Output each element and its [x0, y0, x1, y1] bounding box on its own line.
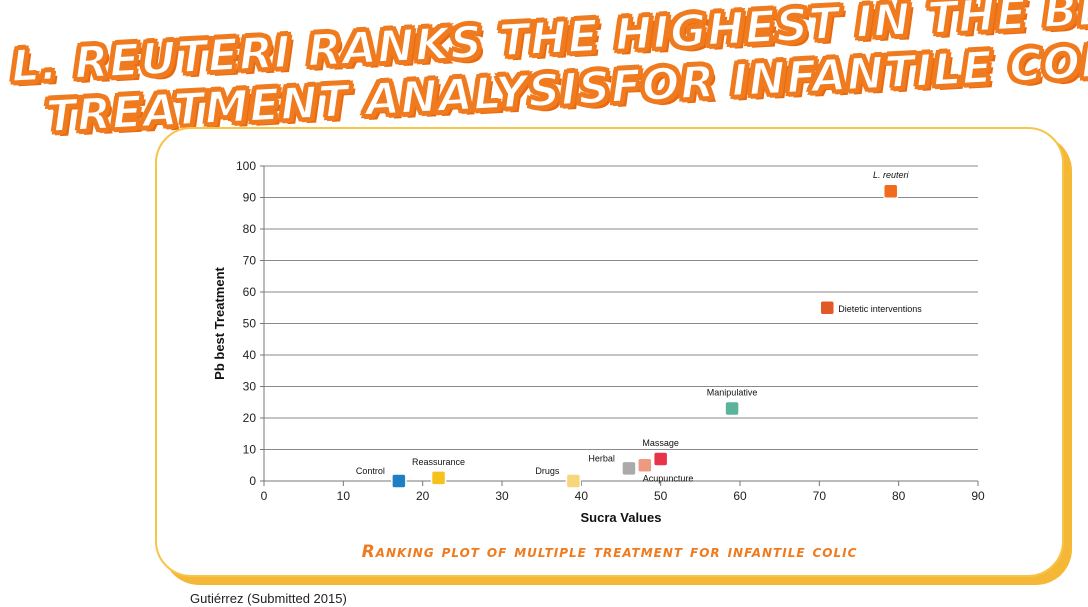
x-tick-label-0: 0 — [261, 489, 268, 503]
x-tick-label-80: 80 — [892, 489, 906, 503]
x-tick-label-20: 20 — [416, 489, 430, 503]
y-tick-label-20: 20 — [243, 411, 257, 425]
point-dietetic-interventions — [819, 300, 836, 316]
x-tick-label-10: 10 — [337, 489, 351, 503]
point-l-reuteri — [882, 183, 899, 199]
point-reassurance — [430, 470, 447, 486]
point-label-acupuncture: Acupuncture — [643, 473, 694, 483]
point-label-drugs: Drugs — [535, 466, 560, 476]
y-tick-label-80: 80 — [243, 222, 257, 236]
point-herbal — [621, 460, 637, 477]
x-axis-title: Sucra Values — [581, 510, 662, 525]
y-axis-title: Pb best Treatment — [212, 266, 227, 379]
point-massage — [652, 451, 669, 467]
point-manipulative — [724, 400, 740, 417]
point-label-l-reuteri: L. reuteri — [873, 170, 910, 180]
point-control — [391, 473, 407, 489]
point-drugs — [565, 473, 582, 489]
x-tick-label-40: 40 — [575, 489, 589, 503]
y-tick-label-40: 40 — [243, 348, 257, 362]
point-label-control: Control — [356, 466, 385, 476]
chart-card — [155, 127, 1064, 577]
y-tick-label-90: 90 — [243, 191, 257, 205]
citation: Gutiérrez (Submitted 2015) — [190, 591, 347, 606]
point-label-massage: Massage — [642, 438, 679, 448]
point-label-manipulative: Manipulative — [707, 388, 758, 398]
x-tick-label-90: 90 — [971, 489, 985, 503]
x-tick-label-60: 60 — [733, 489, 747, 503]
point-label-dietetic-interventions: Dietetic interventions — [838, 304, 922, 314]
x-tick-label-50: 50 — [654, 489, 668, 503]
point-acupuncture — [637, 457, 653, 473]
point-label-herbal: Herbal — [588, 453, 615, 463]
x-tick-label-70: 70 — [813, 489, 827, 503]
y-tick-label-100: 100 — [236, 159, 256, 173]
y-tick-label-0: 0 — [249, 474, 256, 488]
y-tick-label-60: 60 — [243, 285, 257, 299]
y-tick-label-30: 30 — [243, 380, 257, 394]
y-tick-label-10: 10 — [243, 443, 257, 457]
point-label-reassurance: Reassurance — [412, 457, 465, 467]
x-tick-label-30: 30 — [495, 489, 509, 503]
chart-caption: Ranking plot of multiple treatment for i… — [361, 542, 858, 562]
y-tick-label-70: 70 — [243, 254, 257, 268]
y-tick-label-50: 50 — [243, 317, 257, 331]
